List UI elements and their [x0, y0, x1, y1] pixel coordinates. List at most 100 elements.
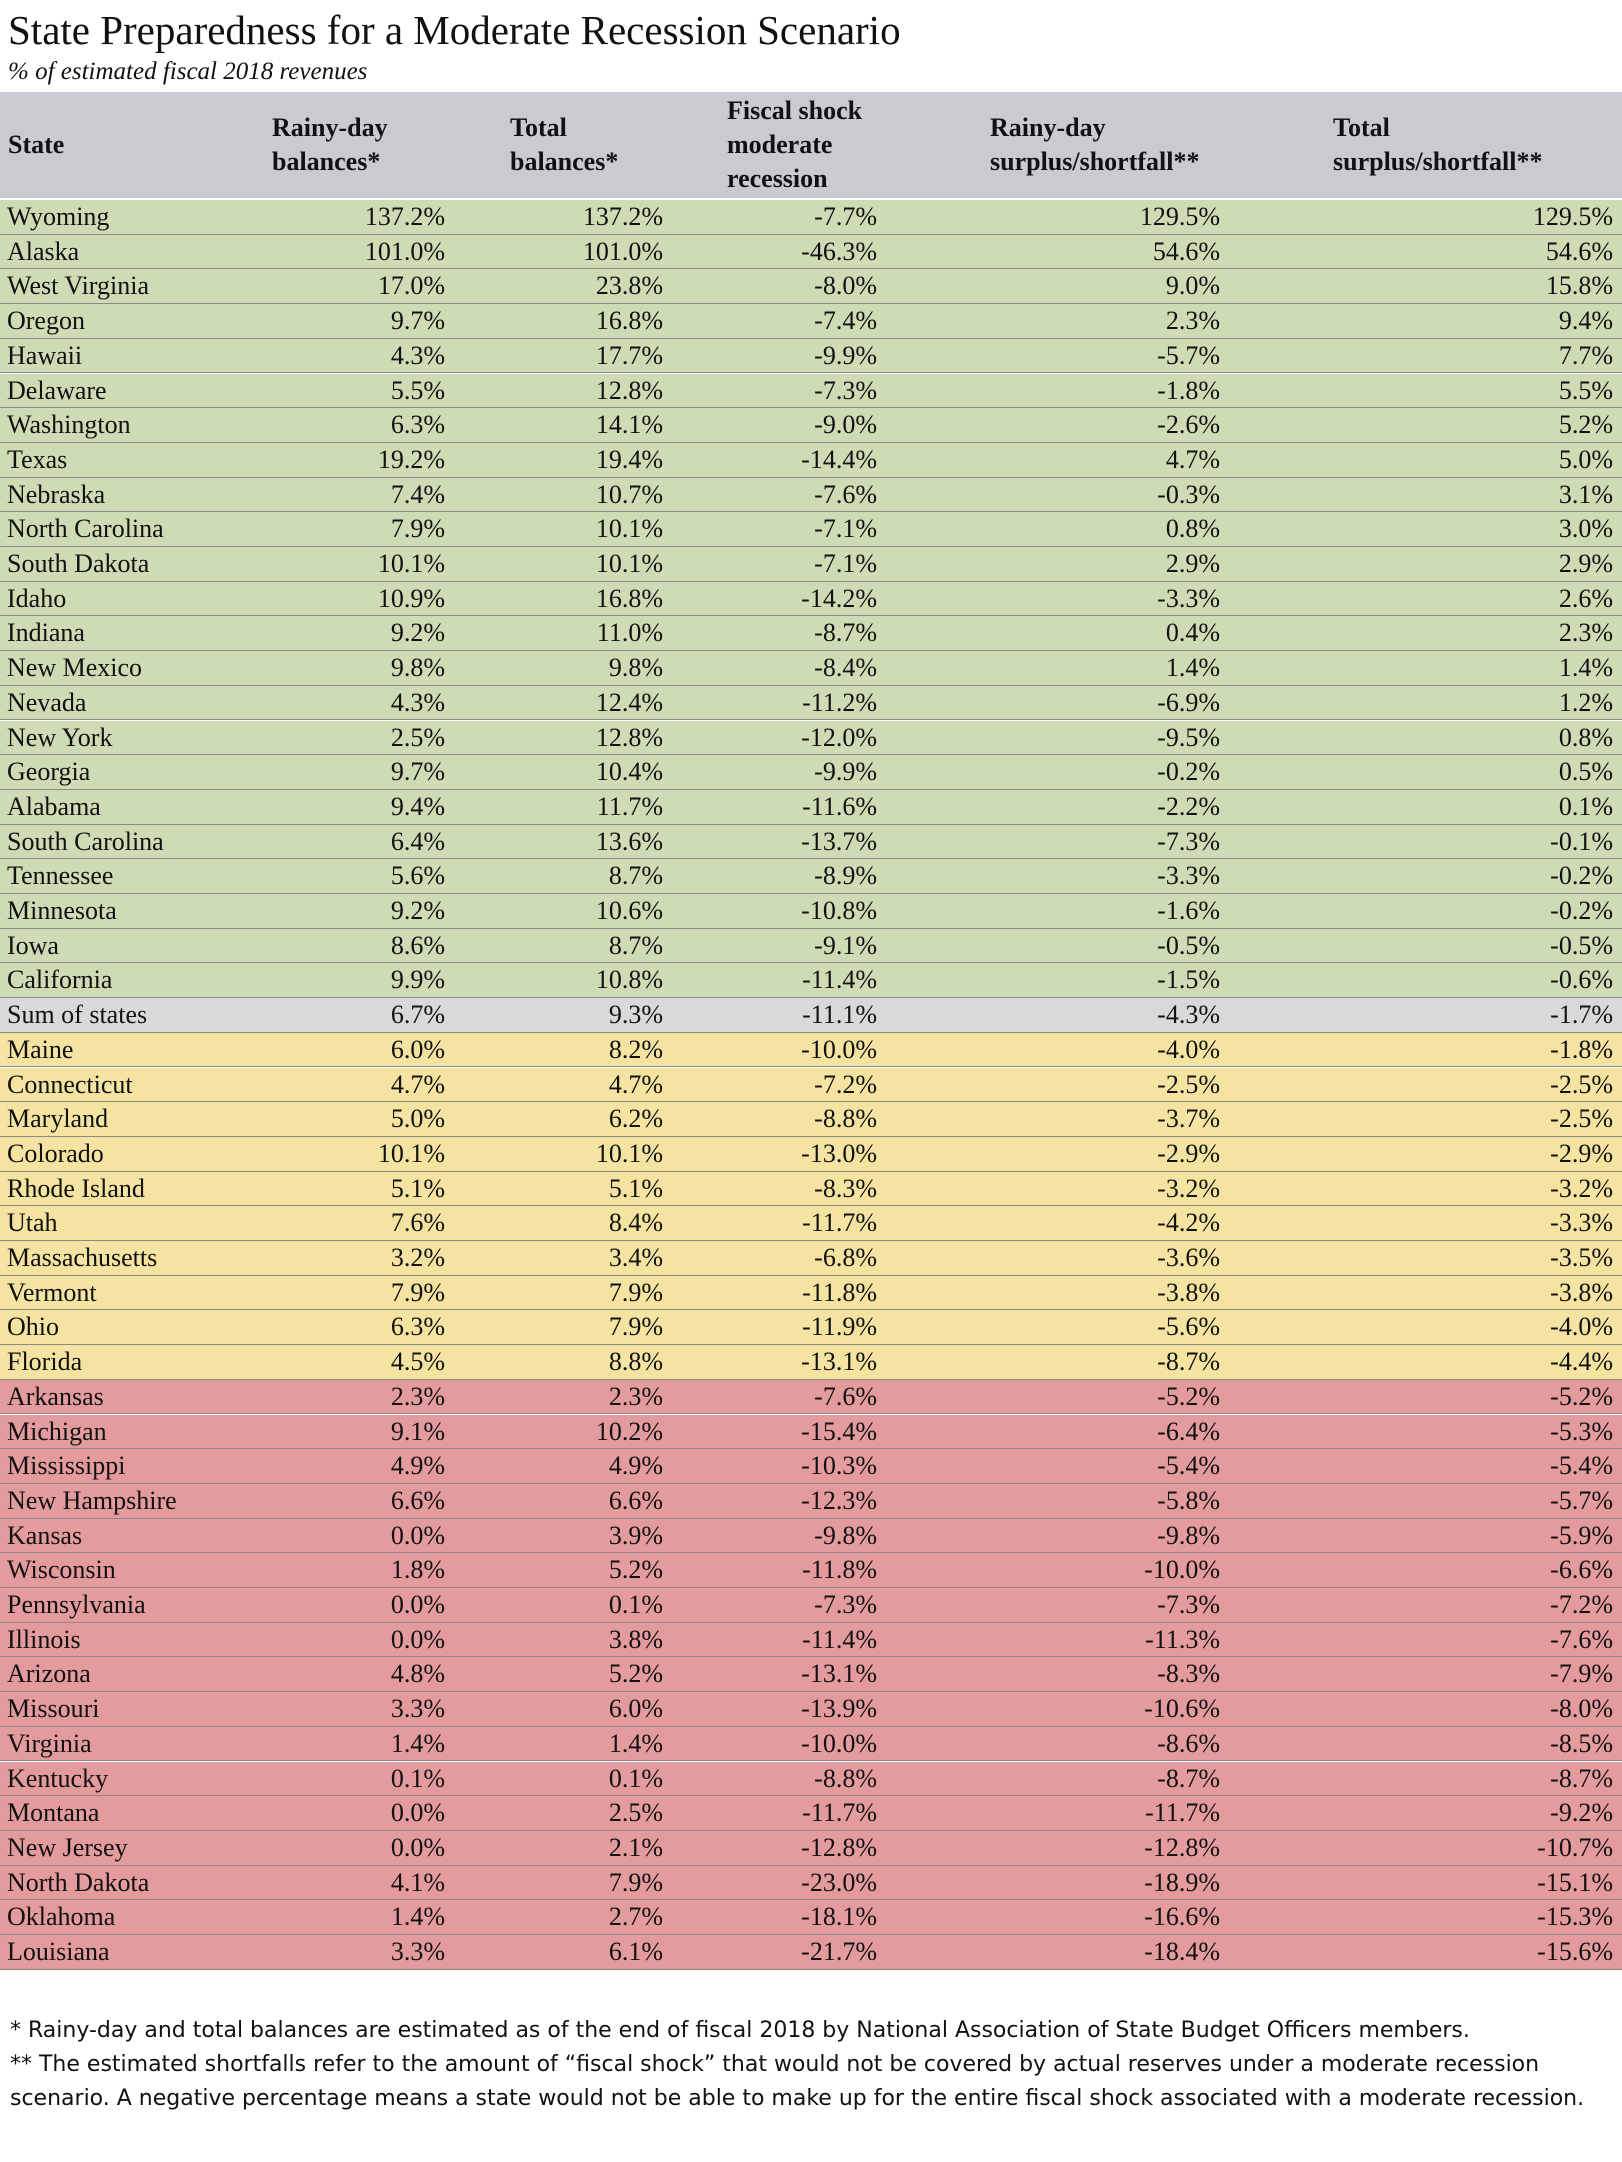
value-cell: 9.9% — [390, 965, 445, 995]
value-cell: -5.3% — [1550, 1416, 1613, 1446]
table-row: Nevada 4.3% 12.4% -11.2% -6.9% 1.2% — [0, 685, 1622, 721]
table-row: Washington 6.3% 14.1% -9.0% -2.6% 5.2% — [0, 408, 1622, 443]
state-name: Kentucky — [7, 1763, 109, 1793]
value-cell: 9.0% — [1165, 271, 1220, 301]
state-name: Nebraska — [7, 479, 106, 509]
value-cell: 23.8% — [595, 271, 663, 301]
state-name: Missouri — [7, 1694, 100, 1724]
value-cell: -0.2% — [1550, 861, 1613, 891]
state-name: Colorado — [7, 1138, 104, 1168]
value-cell: -8.0% — [1550, 1694, 1613, 1724]
value-cell: 10.1% — [595, 549, 663, 578]
column-header: Total surplus/shortfall** — [1333, 111, 1543, 179]
state-name: Virginia — [7, 1728, 92, 1758]
state-name: Delaware — [7, 375, 107, 405]
table-row: Delaware 5.5% 12.8% -7.3% -1.8% 5.5% — [0, 373, 1622, 409]
value-cell: 10.7% — [595, 479, 663, 509]
value-cell: -7.3% — [1157, 826, 1220, 856]
value-cell: 3.8% — [608, 1624, 663, 1654]
value-cell: 8.7% — [608, 861, 663, 891]
value-cell: 5.5% — [1558, 375, 1613, 405]
value-cell: 3.3% — [390, 1694, 445, 1724]
value-cell: -8.8% — [814, 1763, 877, 1793]
value-cell: -1.8% — [1550, 1034, 1613, 1064]
value-cell: -4.4% — [1550, 1347, 1613, 1377]
footnote: ** The estimated shortfalls refer to the… — [10, 2052, 1585, 2111]
value-cell: 1.2% — [1558, 687, 1613, 717]
value-cell: -10.6% — [1144, 1694, 1220, 1724]
table-row: South Dakota 10.1% 10.1% -7.1% 2.9% 2.9% — [0, 547, 1622, 582]
value-cell: -15.3% — [1537, 1902, 1613, 1932]
value-cell: -4.2% — [1157, 1208, 1220, 1238]
value-cell: 5.0% — [1558, 444, 1613, 474]
value-cell: 3.4% — [608, 1243, 663, 1272]
value-cell: -3.3% — [1157, 583, 1220, 613]
value-cell: 10.1% — [595, 1138, 663, 1168]
value-cell: 4.7% — [1165, 444, 1220, 474]
state-name: South Carolina — [7, 826, 164, 856]
value-cell: 6.1% — [608, 1937, 663, 1966]
header-line: Total — [510, 113, 567, 142]
value-cell: -46.3% — [801, 236, 877, 266]
value-cell: -8.7% — [1157, 1347, 1220, 1377]
value-cell: -0.3% — [1157, 479, 1220, 509]
value-cell: 10.1% — [595, 514, 663, 544]
value-cell: -0.2% — [1157, 757, 1220, 787]
value-cell: 6.7% — [390, 1000, 445, 1030]
value-cell: -3.8% — [1550, 1277, 1613, 1307]
table-row: Hawaii 4.3% 17.7% -9.9% -5.7% 7.7% — [0, 338, 1622, 374]
state-name: Utah — [7, 1208, 58, 1238]
value-cell: -3.6% — [1157, 1243, 1220, 1272]
table-row: North Dakota 4.1% 7.9% -23.0% -18.9% -15.1% — [0, 1865, 1622, 1901]
value-cell: 6.3% — [390, 1312, 445, 1342]
column-header: Rainy-day balances* — [272, 111, 388, 179]
value-cell: -7.6% — [814, 479, 877, 509]
value-cell: -11.3% — [1145, 1624, 1220, 1654]
header-line: balances* — [272, 147, 381, 176]
value-cell: -7.6% — [1550, 1624, 1613, 1654]
value-cell: -4.0% — [1157, 1034, 1220, 1064]
state-name: Indiana — [7, 618, 85, 648]
value-cell: 10.4% — [595, 757, 663, 787]
value-cell: 11.0% — [596, 618, 663, 648]
table-row: Pennsylvania 0.0% 0.1% -7.3% -7.3% -7.2% — [0, 1588, 1622, 1623]
table-row: Mississippi 4.9% 4.9% -10.3% -5.4% -5.4% — [0, 1449, 1622, 1484]
value-cell: 7.6% — [390, 1208, 445, 1238]
value-cell: 10.6% — [595, 896, 663, 925]
table-row: New York 2.5% 12.8% -12.0% -9.5% 0.8% — [0, 720, 1622, 756]
table-row: Ohio 6.3% 7.9% -11.9% -5.6% -4.0% — [0, 1310, 1622, 1346]
value-cell: 0.0% — [390, 1832, 445, 1862]
value-cell: -11.1% — [802, 1000, 877, 1030]
value-cell: -13.1% — [801, 1659, 877, 1689]
value-cell: -7.6% — [814, 1381, 877, 1411]
state-name: Nevada — [7, 687, 87, 717]
state-name: Pennsylvania — [7, 1590, 146, 1619]
value-cell: -1.8% — [1157, 375, 1220, 405]
value-cell: 4.9% — [608, 1451, 663, 1481]
value-cell: 9.2% — [390, 618, 445, 648]
value-cell: 137.2% — [582, 202, 663, 231]
value-cell: -10.0% — [1144, 1555, 1220, 1585]
value-cell: -13.9% — [801, 1694, 877, 1724]
state-name: South Dakota — [7, 549, 150, 578]
value-cell: -9.8% — [1157, 1520, 1220, 1550]
title: State Preparedness for a Moderate Recess… — [8, 7, 901, 53]
value-cell: 16.8% — [595, 306, 663, 336]
value-cell: 4.3% — [390, 340, 445, 370]
value-cell: -15.4% — [801, 1416, 877, 1446]
value-cell: -0.2% — [1550, 896, 1613, 925]
value-cell: -8.9% — [814, 861, 877, 891]
state-name: Arizona — [7, 1659, 91, 1689]
value-cell: -7.4% — [814, 306, 877, 336]
value-cell: -2.5% — [1550, 1104, 1613, 1134]
footnote: * Rainy-day and total balances are estim… — [10, 2018, 1470, 2043]
value-cell: 9.4% — [390, 791, 445, 821]
value-cell: 17.0% — [377, 271, 445, 301]
state-name: Georgia — [7, 757, 91, 787]
value-cell: 2.1% — [608, 1832, 663, 1862]
table-row: Idaho 10.9% 16.8% -14.2% -3.3% 2.6% — [0, 581, 1622, 617]
table-row: North Carolina 7.9% 10.1% -7.1% 0.8% 3.0% — [0, 512, 1622, 547]
value-cell: -10.8% — [801, 896, 877, 925]
table-header: State Rainy-day balances* Total balances* Fis… — [0, 92, 1622, 198]
state-name: Illinois — [7, 1624, 81, 1654]
